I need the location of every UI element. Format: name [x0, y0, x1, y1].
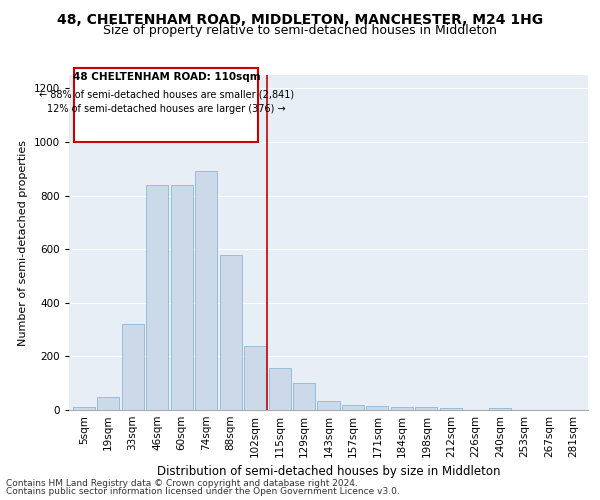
Bar	[342, 404, 364, 410]
Bar	[367, 406, 388, 410]
Bar	[122, 324, 143, 410]
Text: Contains HM Land Registry data © Crown copyright and database right 2024.: Contains HM Land Registry data © Crown c…	[6, 478, 358, 488]
Bar	[415, 408, 437, 410]
Bar	[391, 407, 413, 410]
Text: Size of property relative to semi-detached houses in Middleton: Size of property relative to semi-detach…	[103, 24, 497, 37]
Bar	[170, 185, 193, 410]
Bar	[293, 383, 315, 410]
Bar	[269, 368, 290, 410]
Bar	[97, 396, 119, 410]
Bar	[195, 172, 217, 410]
Bar	[146, 185, 168, 410]
Bar	[489, 408, 511, 410]
Bar	[220, 254, 242, 410]
Bar	[73, 408, 95, 410]
X-axis label: Distribution of semi-detached houses by size in Middleton: Distribution of semi-detached houses by …	[157, 466, 500, 478]
Text: 12% of semi-detached houses are larger (376) →: 12% of semi-detached houses are larger (…	[47, 104, 286, 115]
Bar	[244, 346, 266, 410]
Text: Contains public sector information licensed under the Open Government Licence v3: Contains public sector information licen…	[6, 487, 400, 496]
Text: 48 CHELTENHAM ROAD: 110sqm: 48 CHELTENHAM ROAD: 110sqm	[73, 72, 260, 83]
Text: 48, CHELTENHAM ROAD, MIDDLETON, MANCHESTER, M24 1HG: 48, CHELTENHAM ROAD, MIDDLETON, MANCHEST…	[57, 12, 543, 26]
Bar	[440, 408, 462, 410]
Bar	[317, 400, 340, 410]
Y-axis label: Number of semi-detached properties: Number of semi-detached properties	[18, 140, 28, 346]
Text: ← 88% of semi-detached houses are smaller (2,841): ← 88% of semi-detached houses are smalle…	[39, 90, 294, 100]
